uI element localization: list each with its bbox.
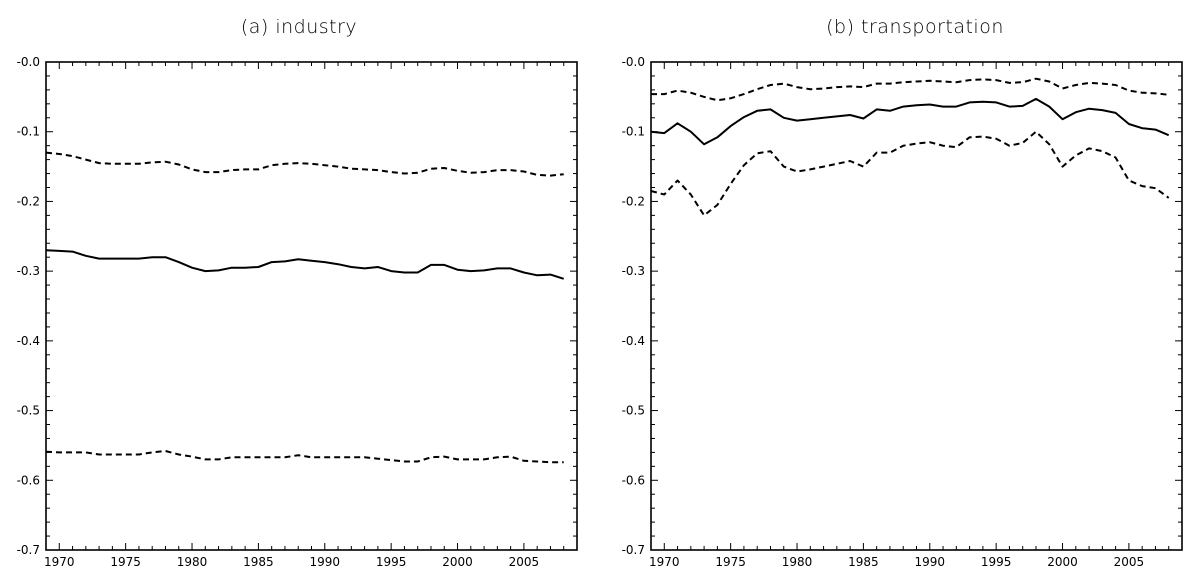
axis-ticks-industry: 1970 1975 1980 1985 1990 1995 2000 2005 -0.0 -0.1… [17,55,578,569]
series-group-transportation [650,77,1170,217]
y-tick-label: -0.5 [622,404,645,418]
x-tick-label: 2000 [1047,555,1078,569]
x-tick-label: 2005 [1114,555,1145,569]
x-tick-label: 1995 [981,555,1012,569]
y-tick-label: -0.7 [17,543,40,557]
series-group-industry [45,151,565,464]
y-tick-label: -0.5 [17,404,40,418]
panel-title-transportation: (b) transportation [826,16,1004,38]
x-tick-label: 1985 [848,555,879,569]
y-tick-label: -0.0 [622,55,645,69]
x-tick-label: 2000 [442,555,473,569]
series-line-transportation-3 [650,130,1170,217]
y-tick-label: -0.0 [17,55,40,69]
x-tick-label: 1975 [715,555,746,569]
x-tick-label: 2005 [509,555,540,569]
y-tick-label: -0.1 [17,125,40,139]
y-tick-label: -0.6 [17,473,40,487]
y-tick-label: -0.3 [622,264,645,278]
x-tick-label: 1970 [44,555,75,569]
y-tick-label: -0.7 [622,543,645,557]
y-tick-label: -0.2 [17,194,40,208]
y-tick-label: -0.2 [622,194,645,208]
x-tick-label: 1985 [243,555,274,569]
series-line-industry-2 [45,249,565,280]
x-tick-label: 1990 [310,555,341,569]
series-line-transportation-2 [650,97,1170,146]
x-tick-label: 1995 [376,555,407,569]
panel-transportation: (b) transportation 1970 1975 1980 1985 1990 1… [622,16,1183,569]
y-tick-label: -0.3 [17,264,40,278]
y-tick-label: -0.1 [622,125,645,139]
axis-ticks-transportation: 1970 1975 1980 1985 1990 1995 2000 2005 -0.0 -0.1… [622,55,1183,569]
x-tick-label: 1990 [915,555,946,569]
x-tick-label: 1970 [649,555,680,569]
x-tick-label: 1980 [177,555,208,569]
y-tick-label: -0.4 [622,334,645,348]
plot-frame-industry [45,61,578,551]
series-line-industry-3 [45,450,564,464]
y-tick-label: -0.6 [622,473,645,487]
panel-title-industry: (a) industry [241,16,357,38]
plot-frame-transportation [650,61,1183,551]
panel-industry: (a) industry 1970 1975 1980 1985 1990 1995 200… [17,16,578,569]
y-tick-label: -0.4 [17,334,40,348]
series-line-industry-1 [45,151,564,177]
series-line-transportation-1 [651,77,1169,102]
x-tick-label: 1975 [110,555,141,569]
x-tick-label: 1980 [782,555,813,569]
